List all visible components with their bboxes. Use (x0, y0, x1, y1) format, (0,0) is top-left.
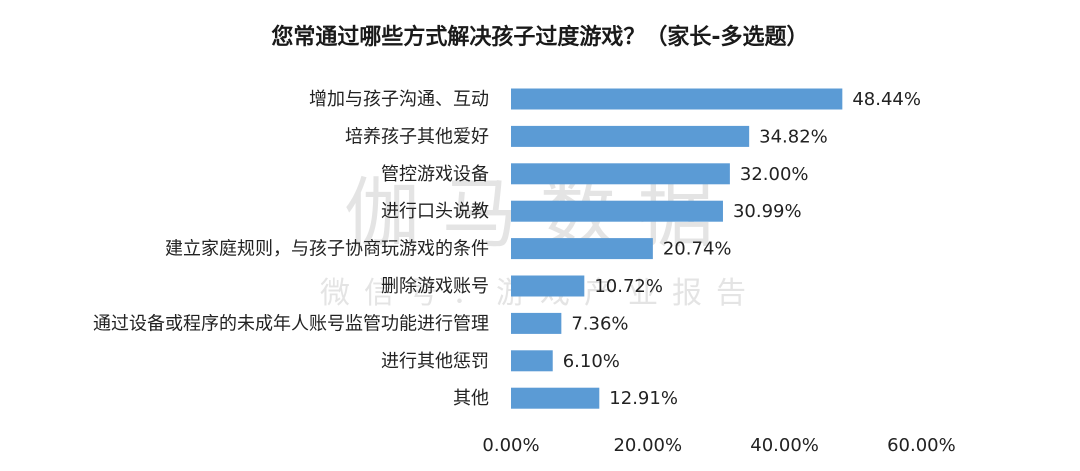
chart-title: 您常通过哪些方式解决孩子过度游戏？（家长-多选题） (271, 24, 808, 50)
x-tick-label: 40.00% (750, 435, 819, 456)
category-label: 进行口头说教 (381, 201, 489, 222)
bar (511, 88, 843, 110)
bar (511, 238, 653, 260)
bar (511, 387, 600, 409)
data-label: 7.36% (571, 313, 628, 334)
category-label: 建立家庭规则，与孩子协商玩游戏的条件 (165, 239, 489, 260)
category-label: 管控游戏设备 (381, 164, 489, 185)
bar (511, 275, 585, 297)
bar (511, 350, 553, 372)
x-tick-label: 20.00% (613, 435, 682, 456)
category-label: 其他 (453, 388, 489, 409)
data-label: 34.82% (759, 126, 828, 147)
category-label: 删除游戏账号 (381, 276, 489, 297)
category-label: 进行其他惩罚 (381, 351, 489, 372)
data-label: 48.44% (852, 89, 921, 110)
category-label: 培养孩子其他爱好 (345, 126, 489, 147)
bars-group (511, 88, 843, 409)
category-labels: 增加与孩子沟通、互动培养孩子其他爱好管控游戏设备进行口头说教建立家庭规则，与孩子… (93, 89, 489, 409)
data-label: 20.74% (663, 239, 732, 260)
category-label: 通过设备或程序的未成年人账号监管功能进行管理 (93, 313, 489, 334)
bar (511, 200, 723, 222)
value-labels: 48.44% 34.82% 32.00% 30.99%20.74%10.72% 7.36… (563, 89, 921, 409)
data-label: 32.00% (740, 164, 809, 185)
category-label: 增加与孩子沟通、互动 (309, 89, 489, 110)
x-axis-ticks: 0.00% 20.00% 40.00% 60.00% (482, 435, 955, 456)
x-tick-label: 0.00% (482, 435, 539, 456)
bar (511, 125, 750, 147)
bar (511, 312, 562, 334)
data-label: 10.72% (594, 276, 663, 297)
data-label: 12.91% (609, 388, 678, 409)
data-label: 30.99% (733, 201, 802, 222)
x-tick-label: 60.00% (887, 435, 956, 456)
bar (511, 163, 730, 185)
data-label: 6.10% (563, 351, 620, 372)
